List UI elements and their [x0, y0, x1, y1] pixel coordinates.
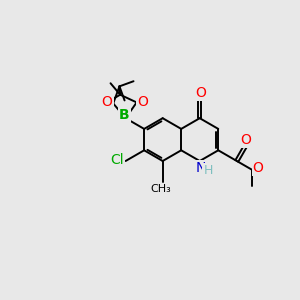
Text: B: B: [119, 108, 129, 122]
Text: O: O: [196, 86, 206, 100]
Text: H: H: [203, 164, 213, 177]
Text: O: O: [137, 95, 148, 109]
Text: O: O: [253, 161, 264, 176]
Text: N: N: [196, 161, 206, 175]
Text: O: O: [241, 133, 251, 147]
Text: Cl: Cl: [110, 152, 124, 167]
Text: O: O: [102, 95, 112, 109]
Text: CH₃: CH₃: [151, 184, 172, 194]
